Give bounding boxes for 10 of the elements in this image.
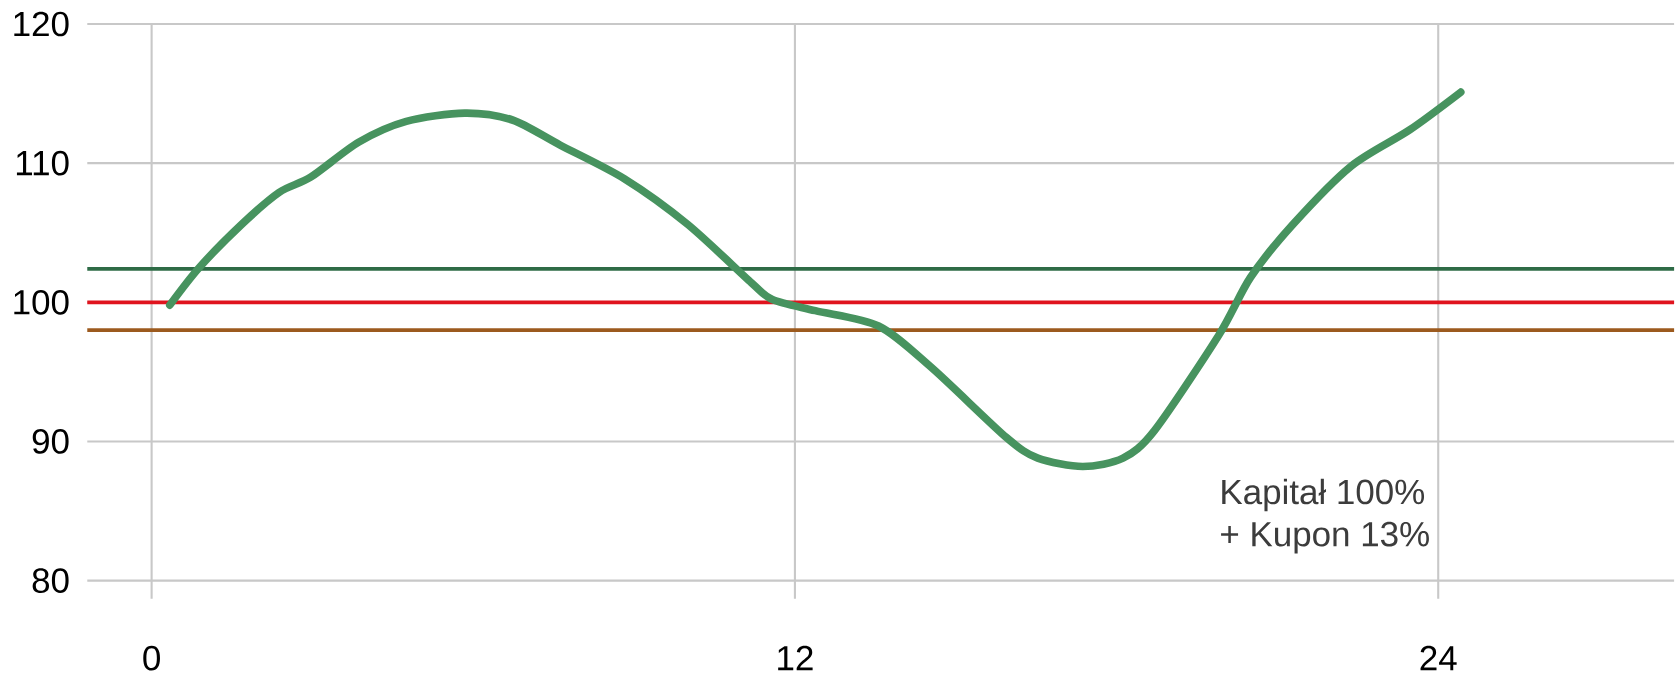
y-tick-label: 90 [32,428,69,454]
y-tick-label: 110 [16,150,69,176]
y-tick-label: 100 [14,289,69,315]
x-tick-label: 24 [1420,645,1457,671]
y-tick-label: 120 [14,11,69,37]
x-tick-label: 0 [143,645,160,671]
annotation: + Kupon 13% [1221,521,1429,554]
y-tick-label: 80 [32,568,69,593]
annotation: Kapitał 100% [1222,478,1425,512]
x-tick-label: 12 [778,645,813,671]
